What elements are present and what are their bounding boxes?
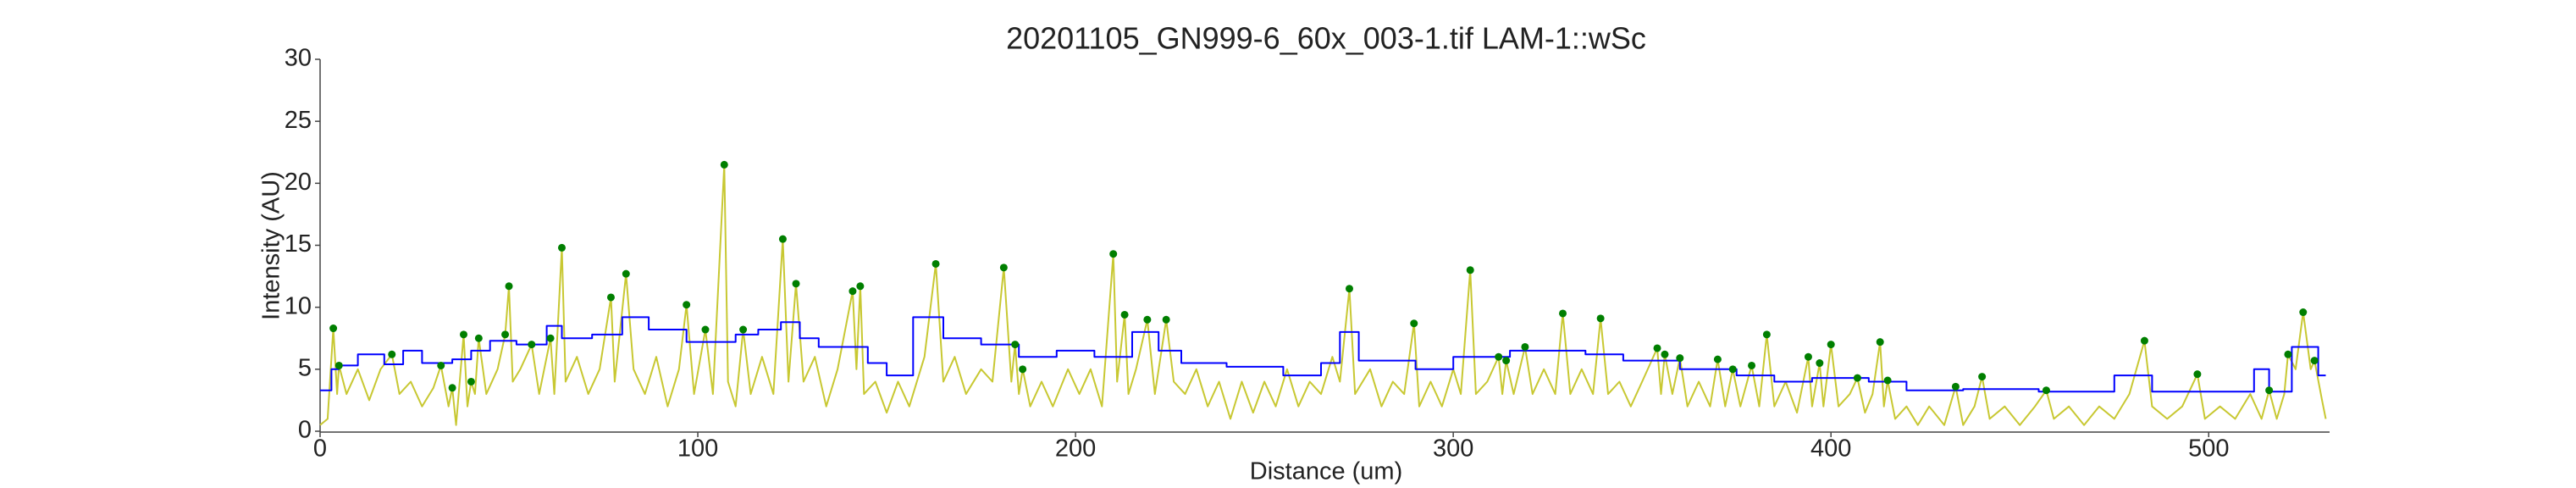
peak-marker: [437, 361, 445, 369]
peak-marker: [329, 324, 338, 333]
peak-marker: [467, 377, 475, 385]
peak-marker: [1951, 382, 1960, 391]
peak-marker: [622, 269, 630, 278]
peak-marker: [1011, 341, 1020, 349]
peak-marker: [1466, 266, 1474, 274]
peak-marker: [1495, 352, 1503, 361]
peak-marker: [2265, 386, 2274, 395]
y-tick-label: 20: [285, 169, 312, 196]
peak-marker: [1883, 376, 1892, 385]
peak-marker: [2042, 386, 2050, 395]
peak-marker: [1143, 315, 1152, 324]
peak-marker: [931, 259, 940, 268]
peak-marker: [1345, 285, 1353, 293]
peak-marker: [1876, 338, 1884, 347]
peak-marker: [1676, 354, 1684, 363]
series-line: [320, 316, 2326, 393]
peak-marker: [505, 282, 513, 291]
x-tick-label: 100: [677, 435, 718, 463]
peak-marker: [460, 330, 467, 339]
peak-marker: [1521, 342, 1529, 351]
peak-marker: [448, 384, 456, 392]
peak-marker: [1728, 365, 1737, 374]
y-tick-label: 15: [285, 230, 312, 258]
peak-marker: [1410, 319, 1418, 328]
peak-marker: [999, 263, 1008, 272]
y-tick-label: 10: [285, 292, 312, 319]
peak-marker: [557, 243, 566, 252]
y-tick-label: 25: [285, 107, 312, 134]
peak-marker: [1559, 309, 1567, 318]
peak-marker: [2310, 357, 2319, 365]
y-tick-label: 5: [298, 354, 312, 381]
y-tick-label: 30: [285, 45, 312, 72]
peak-marker: [849, 287, 857, 296]
peak-marker: [528, 341, 536, 349]
peak-marker: [2140, 336, 2148, 345]
peak-marker: [1019, 365, 1027, 374]
x-tick-label: 300: [1433, 435, 1473, 463]
peak-marker: [2299, 308, 2308, 317]
peak-marker: [334, 361, 343, 369]
peak-marker: [1713, 355, 1722, 363]
peak-marker: [1596, 314, 1605, 323]
x-axis-label: Distance (um): [1250, 458, 1403, 485]
peak-marker: [856, 282, 865, 291]
peak-marker: [1762, 330, 1771, 339]
y-axis-label: Intensity (AU): [258, 171, 285, 320]
x-tick-label: 500: [2188, 435, 2229, 463]
peak-marker: [792, 280, 800, 288]
series-line: [319, 164, 2327, 426]
chart-title: 20201105_GN999-6_60x_003-1.tif LAM-1::wS…: [1006, 21, 1646, 56]
peak-marker: [1978, 373, 1987, 381]
peak-marker: [1853, 374, 1861, 382]
peak-marker: [1162, 315, 1170, 324]
peak-marker: [1748, 361, 1756, 369]
peak-marker: [546, 334, 555, 342]
x-tick-label: 200: [1055, 435, 1096, 463]
peak-marker: [720, 160, 728, 169]
peak-marker: [1502, 357, 1511, 365]
peak-marker: [1109, 250, 1118, 258]
peak-marker: [474, 334, 483, 342]
peak-marker: [501, 330, 510, 339]
peak-marker: [778, 235, 787, 243]
peak-marker: [701, 325, 710, 334]
x-tick-label: 0: [313, 435, 327, 463]
peak-marker: [2284, 350, 2292, 358]
y-tick-label: 0: [298, 417, 312, 444]
peak-marker: [739, 325, 748, 334]
peak-marker: [683, 301, 691, 309]
peak-marker: [1653, 344, 1661, 352]
peak-marker: [606, 293, 615, 302]
peak-marker: [1827, 341, 1835, 349]
peak-marker: [1661, 350, 1669, 358]
peak-marker: [388, 350, 396, 358]
peak-marker: [1816, 359, 1824, 368]
peak-marker: [1120, 310, 1129, 319]
peak-marker: [1804, 352, 1812, 361]
x-tick-label: 400: [1810, 435, 1851, 463]
peak-marker: [2193, 370, 2202, 379]
